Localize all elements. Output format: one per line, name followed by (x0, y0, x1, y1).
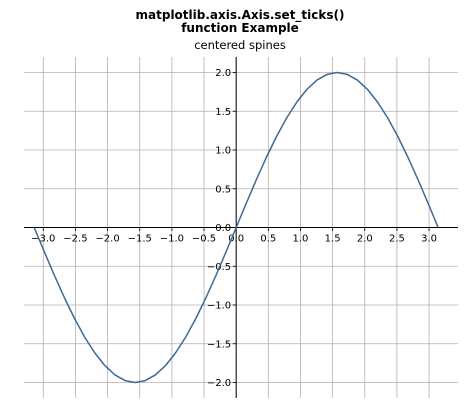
figure-suptitle-line1: matplotlib.axis.Axis.set_ticks() (136, 8, 345, 23)
series-line (33, 71, 439, 384)
x-tick-label: 0.0 (228, 234, 244, 245)
y-tick-label: −2.0 (207, 378, 231, 389)
y-tick-label: −1.0 (207, 301, 231, 312)
x-tick-label: 0.5 (260, 234, 276, 245)
x-tick-label: −2.0 (95, 234, 119, 245)
y-tick-label: 0.0 (215, 223, 231, 234)
y-tick-label: 2.0 (215, 68, 231, 79)
y-tick-label: −1.5 (207, 339, 231, 350)
y-tick-label: 1.0 (215, 146, 231, 157)
x-tick-label: 1.5 (325, 234, 341, 245)
x-tick-label: −0.5 (192, 234, 216, 245)
x-tick-label: 2.5 (389, 234, 405, 245)
x-tick-label: −1.5 (128, 234, 152, 245)
x-tick-label: 1.0 (293, 234, 309, 245)
x-tick-label: 3.0 (421, 234, 437, 245)
x-tick-label: −2.5 (63, 234, 87, 245)
x-tick-label: 2.0 (357, 234, 373, 245)
ticks (42, 72, 430, 383)
plot-area: −3.0 −2.5 −2.0 −1.5 −1.0 −0.5 0.0 0.5 1.0 1.5 2.0 2… (24, 57, 458, 398)
tick-labels: −3.0 −2.5 −2.0 −1.5 −1.0 −0.5 0.0 0.5 1.0 1.5 2.0 2… (31, 68, 437, 389)
y-tick-label: 0.5 (215, 184, 231, 195)
x-tick-label: −3.0 (31, 234, 55, 245)
spines (24, 57, 458, 398)
x-tick-label: −1.0 (160, 234, 184, 245)
y-tick-label: 1.5 (215, 107, 231, 118)
axes-title: centered spines (194, 38, 286, 52)
figure-suptitle-line2: function Example (181, 21, 299, 35)
data-series (33, 71, 439, 384)
